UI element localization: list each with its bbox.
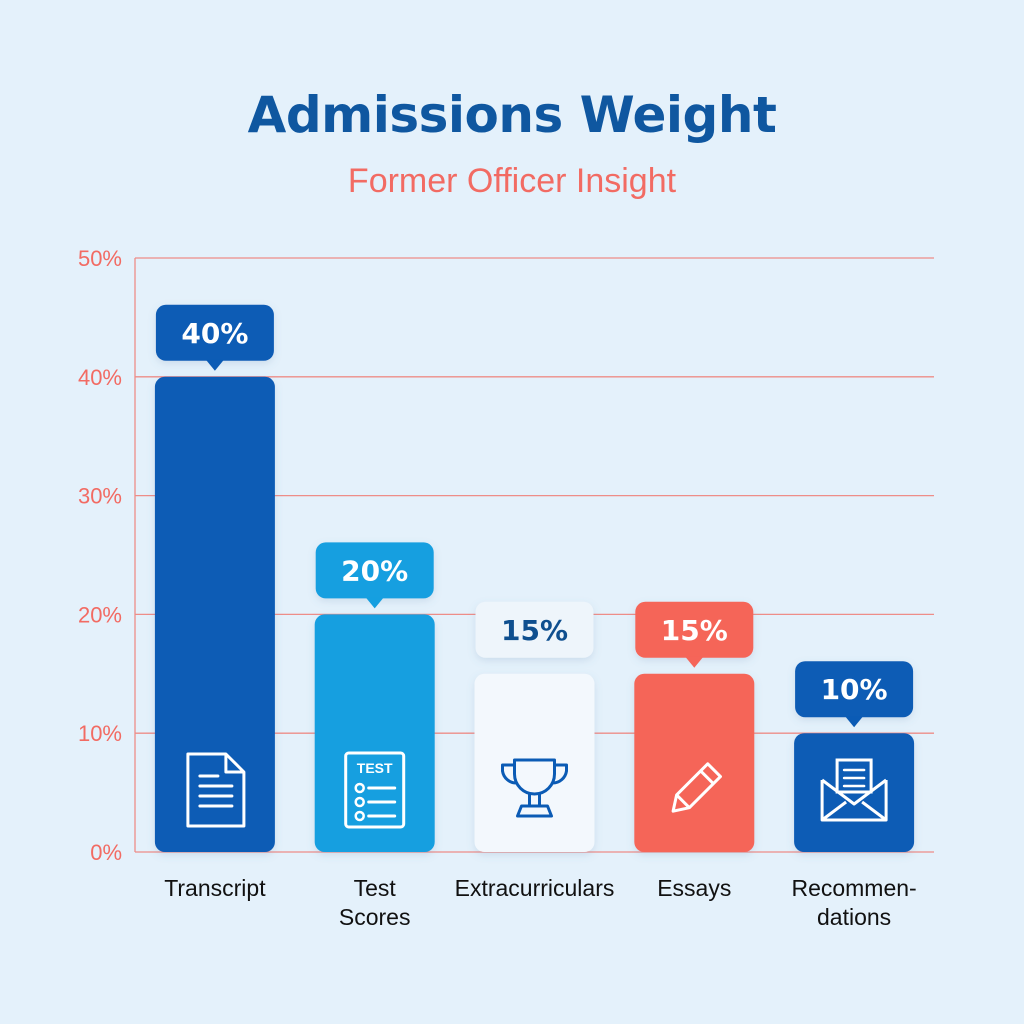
data-label: 10% (795, 661, 914, 728)
x-tick-label: Extracurriculars (455, 875, 615, 901)
y-tick-label: 0% (90, 840, 122, 865)
pencil-icon (671, 762, 722, 813)
x-tick-label: Essays (657, 875, 731, 901)
data-label: 15% (635, 601, 754, 668)
data-label-text: 40% (181, 317, 248, 350)
data-label: 20% (315, 542, 434, 609)
y-tick-label: 40% (78, 365, 122, 390)
y-tick-label: 20% (78, 602, 122, 627)
chart-title: Admissions Weight (247, 86, 777, 144)
x-tick-label: Recommen-dations (791, 875, 916, 930)
chart-subtitle: Former Officer Insight (347, 162, 677, 200)
y-tick-label: 10% (78, 721, 122, 746)
bar (154, 376, 275, 852)
envelope-icon (820, 758, 888, 822)
y-tick-label: 50% (78, 246, 122, 271)
bar (474, 673, 595, 852)
document-icon (186, 752, 246, 828)
bar (634, 673, 755, 852)
data-label-text: 10% (821, 673, 888, 706)
trophy-icon (501, 758, 568, 818)
x-tick-label: Test Scores (339, 875, 411, 930)
svg-text:TEST: TEST (357, 760, 393, 776)
x-tick-label: Transcript (164, 875, 266, 901)
data-label-text: 15% (661, 614, 728, 647)
data-label-text: 20% (341, 554, 408, 587)
y-tick-label: 30% (78, 484, 122, 509)
test-sheet-icon: TEST (344, 751, 406, 829)
data-label: 40% (155, 304, 274, 371)
data-label: 15% (475, 601, 594, 658)
data-label-text: 15% (501, 614, 568, 647)
